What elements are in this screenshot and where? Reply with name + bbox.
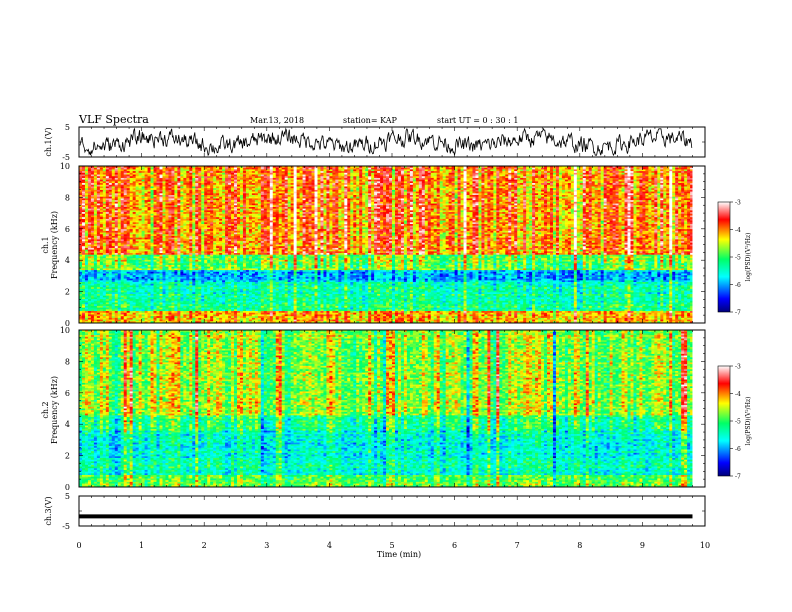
figure-title: VLF Spectra: [78, 113, 149, 126]
ch1-ytick-bottom: -5: [62, 153, 70, 162]
date-label: Mar.13, 2018: [250, 116, 304, 125]
ch1-waveform-frame: [79, 127, 705, 157]
ch1-spectrogram-heatmap: [79, 166, 705, 323]
ch1-waveform-trace: [80, 129, 692, 155]
ch1-waveform-ylabel: ch.1(V): [44, 127, 53, 156]
start-time-label: start UT = 0 : 30 : 1: [437, 116, 518, 125]
vlf-spectra-figure: VLF Spectra Mar.13, 2018 station= KAP st…: [0, 0, 792, 612]
ch1-ytick-top: 5: [65, 123, 70, 132]
ch1-waveform-panel: 5 -5 ch.1(V): [44, 123, 705, 162]
station-label: station= KAP: [343, 116, 398, 125]
